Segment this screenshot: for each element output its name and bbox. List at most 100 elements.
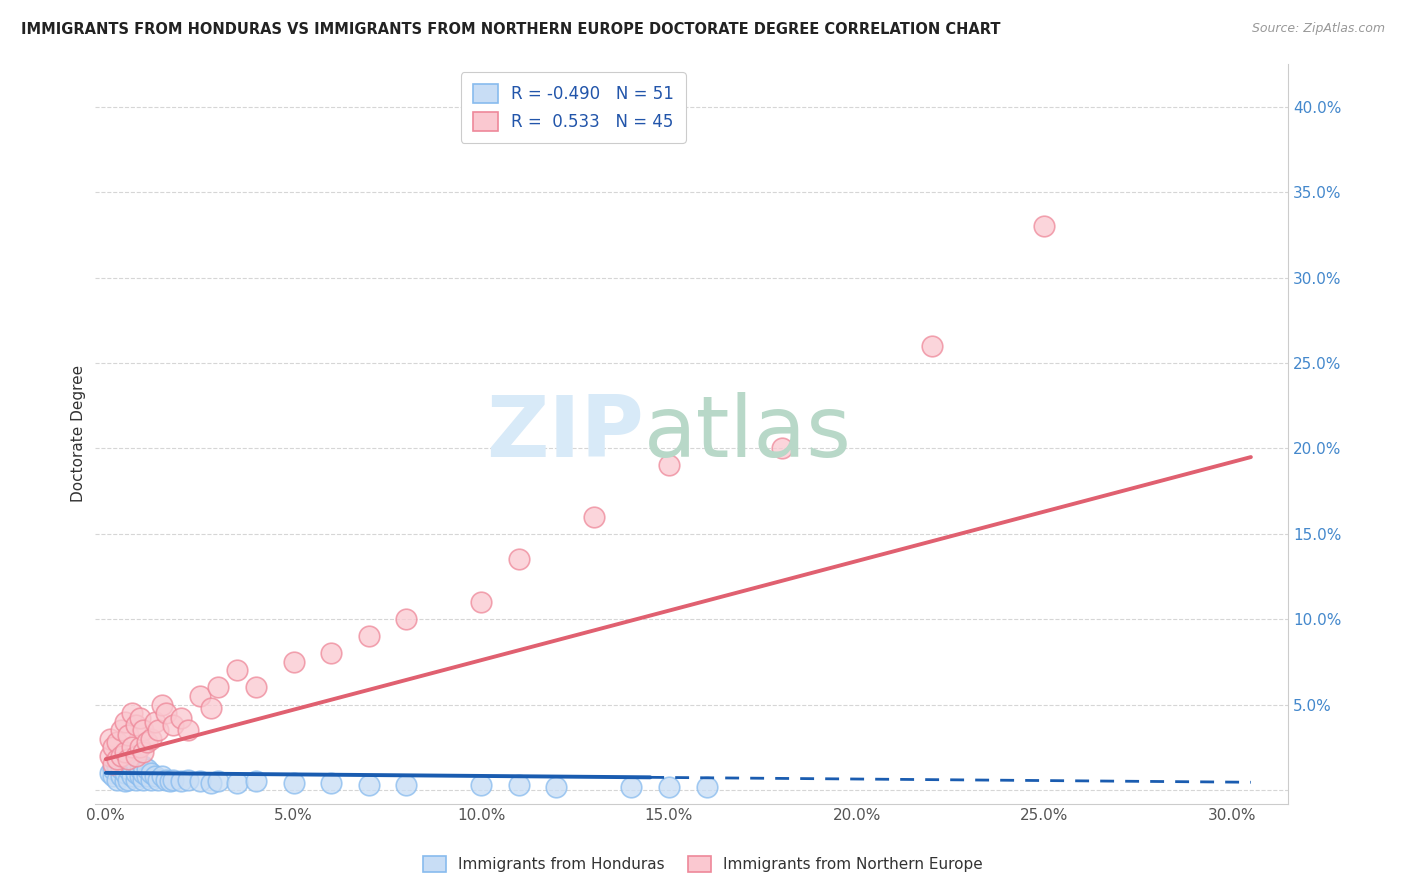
Point	[188, 774, 211, 789]
Point	[139, 731, 162, 746]
Point	[132, 759, 155, 773]
Point	[470, 778, 492, 792]
Point	[136, 735, 159, 749]
Point	[200, 776, 222, 790]
Point	[136, 763, 159, 777]
Point	[125, 765, 148, 780]
Point	[114, 745, 136, 759]
Point	[114, 774, 136, 789]
Point	[110, 769, 132, 783]
Point	[139, 772, 162, 787]
Point	[117, 772, 139, 787]
Point	[121, 706, 143, 720]
Point	[357, 629, 380, 643]
Point	[143, 714, 166, 729]
Point	[921, 339, 943, 353]
Point	[105, 759, 128, 773]
Point	[103, 757, 125, 772]
Point	[117, 752, 139, 766]
Point	[132, 772, 155, 787]
Point	[103, 763, 125, 777]
Point	[177, 723, 200, 738]
Point	[117, 763, 139, 777]
Point	[117, 728, 139, 742]
Point	[110, 723, 132, 738]
Point	[128, 711, 150, 725]
Point	[136, 769, 159, 783]
Point	[658, 458, 681, 473]
Point	[620, 780, 643, 794]
Point	[132, 745, 155, 759]
Point	[245, 774, 267, 789]
Point	[245, 681, 267, 695]
Text: IMMIGRANTS FROM HONDURAS VS IMMIGRANTS FROM NORTHERN EUROPE DOCTORATE DEGREE COR: IMMIGRANTS FROM HONDURAS VS IMMIGRANTS F…	[21, 22, 1001, 37]
Point	[121, 769, 143, 783]
Point	[98, 765, 121, 780]
Point	[121, 740, 143, 755]
Point	[143, 769, 166, 783]
Point	[696, 780, 718, 794]
Point	[114, 714, 136, 729]
Point	[546, 780, 568, 794]
Point	[1033, 219, 1056, 234]
Point	[470, 595, 492, 609]
Point	[125, 718, 148, 732]
Point	[319, 646, 342, 660]
Point	[117, 752, 139, 766]
Point	[155, 772, 177, 787]
Point	[357, 778, 380, 792]
Point	[508, 552, 530, 566]
Point	[770, 442, 793, 456]
Point	[132, 765, 155, 780]
Point	[103, 769, 125, 783]
Point	[200, 701, 222, 715]
Point	[508, 778, 530, 792]
Point	[114, 765, 136, 780]
Text: ZIP: ZIP	[486, 392, 644, 475]
Legend: R = -0.490   N = 51, R =  0.533   N = 45: R = -0.490 N = 51, R = 0.533 N = 45	[461, 72, 686, 143]
Point	[162, 718, 184, 732]
Point	[128, 740, 150, 755]
Point	[98, 731, 121, 746]
Text: atlas: atlas	[644, 392, 852, 475]
Point	[395, 612, 418, 626]
Point	[148, 772, 170, 787]
Point	[148, 723, 170, 738]
Point	[114, 757, 136, 772]
Point	[121, 752, 143, 766]
Text: Source: ZipAtlas.com: Source: ZipAtlas.com	[1251, 22, 1385, 36]
Point	[319, 776, 342, 790]
Point	[128, 769, 150, 783]
Point	[226, 664, 249, 678]
Point	[121, 759, 143, 773]
Point	[395, 778, 418, 792]
Point	[125, 748, 148, 763]
Legend: Immigrants from Honduras, Immigrants from Northern Europe: Immigrants from Honduras, Immigrants fro…	[416, 848, 990, 880]
Point	[125, 756, 148, 770]
Point	[207, 774, 229, 789]
Y-axis label: Doctorate Degree: Doctorate Degree	[72, 366, 86, 502]
Point	[128, 763, 150, 777]
Point	[103, 740, 125, 755]
Point	[139, 765, 162, 780]
Point	[105, 752, 128, 766]
Point	[98, 748, 121, 763]
Point	[283, 655, 305, 669]
Point	[105, 735, 128, 749]
Point	[132, 723, 155, 738]
Point	[105, 772, 128, 787]
Point	[110, 763, 132, 777]
Point	[582, 509, 605, 524]
Point	[177, 772, 200, 787]
Point	[170, 774, 193, 789]
Point	[658, 780, 681, 794]
Point	[125, 772, 148, 787]
Point	[283, 776, 305, 790]
Point	[150, 698, 173, 712]
Point	[150, 769, 173, 783]
Point	[110, 748, 132, 763]
Point	[226, 776, 249, 790]
Point	[162, 772, 184, 787]
Point	[170, 711, 193, 725]
Point	[188, 689, 211, 703]
